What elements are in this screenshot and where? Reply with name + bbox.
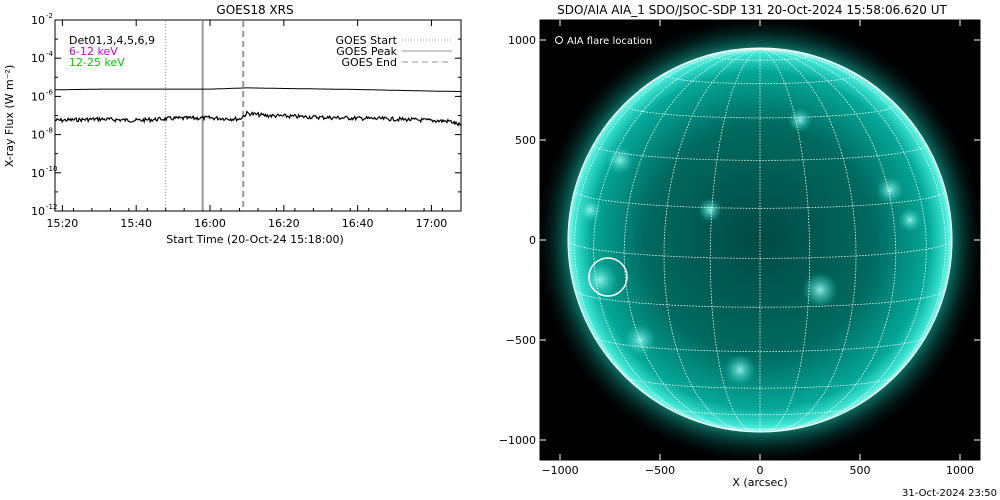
grid-line — [593, 336, 927, 352]
aia-x-tick-label: −1000 — [541, 464, 578, 477]
grid-line — [623, 48, 761, 432]
goes-y-tick-label: 10 — [31, 167, 45, 180]
goes-y-tick-label: 10 — [31, 129, 45, 142]
active-region-glow — [698, 198, 722, 222]
aia-y-tick-label: 500 — [515, 134, 536, 147]
grid-line — [574, 48, 761, 420]
active-region-glow — [578, 198, 602, 222]
goes-chart-title: GOES18 XRS — [216, 3, 293, 17]
goes-detector-label: Det01,3,4,5,6,9 — [69, 34, 155, 47]
active-region-glow — [788, 108, 812, 132]
goes-event-legend: GOES Start GOES Peak GOES End — [336, 34, 452, 69]
legend-goes-start: GOES Start — [336, 34, 398, 47]
active-region-glow — [606, 146, 634, 174]
goes-x-axis-label: Start Time (20-Oct-24 15:18:00) — [166, 233, 344, 246]
goes-series-long — [54, 87, 461, 92]
aia-y-tick-label: −500 — [506, 334, 536, 347]
grid-line — [759, 48, 811, 432]
aia-y-tick-label: −1000 — [499, 434, 536, 447]
goes-x-tick-label: 16:40 — [342, 217, 374, 230]
active-region-glow — [582, 262, 618, 298]
grid-line — [593, 144, 927, 161]
grid-line — [593, 48, 761, 430]
aia-x-tick-label: −500 — [645, 464, 675, 477]
grid-line — [759, 48, 927, 430]
aia-x-ticks: −1000 −500 0 500 1000 — [541, 20, 974, 477]
active-region-glow — [876, 176, 904, 204]
goes-y-tick-label: 10 — [31, 14, 45, 27]
goes-y-tick-label: 10 — [31, 52, 45, 65]
footer-timestamp: 31-Oct-2024 23:50 — [902, 488, 997, 499]
grid-line — [759, 48, 857, 432]
goes-event-lines — [165, 21, 245, 210]
aia-image-title: SDO/AIA AIA_1 SDO/JSOC-SDP 131 20-Oct-20… — [557, 3, 947, 17]
grid-line — [665, 406, 855, 416]
goes-y-tick-exponent: -6 — [46, 88, 54, 96]
legend-goes-end: GOES End — [341, 56, 397, 69]
aia-x-tick-label: 500 — [850, 464, 871, 477]
active-region-glow — [624, 324, 656, 356]
aia-image-panel: SDO/AIA AIA_1 SDO/JSOC-SDP 131 20-Oct-20… — [499, 3, 981, 489]
heliographic-grid — [568, 48, 952, 432]
solar-limb — [567, 47, 953, 433]
goes-y-tick-exponent: -10 — [46, 165, 57, 173]
goes-series — [54, 87, 462, 127]
goes-x-tick-label: 15:40 — [120, 217, 152, 230]
goes-x-tick-label: 15:20 — [47, 217, 79, 230]
grid-line — [709, 48, 761, 432]
flare-legend-symbol — [555, 36, 563, 44]
active-region-glow — [802, 272, 838, 308]
goes-x-ticks: 15:20 15:40 16:00 16:20 16:40 17:00 — [47, 20, 462, 230]
aia-x-tick-label: 0 — [757, 464, 764, 477]
goes-legend-channel-low: 6-12 keV — [69, 45, 118, 58]
aia-y-tick-label: 1000 — [508, 34, 536, 47]
grid-line — [759, 48, 946, 420]
goes-legend-channel-high: 12-25 keV — [69, 56, 125, 69]
grid-line — [574, 289, 946, 308]
goes-x-tick-label: 16:20 — [268, 217, 300, 230]
aia-y-tick-label: 0 — [529, 234, 536, 247]
goes-x-tick-label: 17:00 — [416, 217, 448, 230]
goes-y-tick-exponent: -12 — [46, 203, 57, 211]
goes-y-tick-label: 10 — [31, 90, 45, 103]
goes-x-tick-label: 16:00 — [194, 217, 226, 230]
aia-x-axis-label: X (arcsec) — [732, 476, 787, 489]
grid-line — [713, 426, 807, 430]
aia-x-tick-label: 1000 — [946, 464, 974, 477]
active-region-glow — [724, 354, 756, 386]
aia-y-ticks: −1000 −500 0 500 1000 — [499, 34, 980, 447]
active-region-glow — [898, 208, 922, 232]
grid-line — [624, 376, 896, 389]
goes-y-tick-label: 10 — [31, 205, 45, 218]
grid-line — [759, 48, 897, 432]
active-regions — [578, 108, 922, 386]
flare-location-marker — [588, 257, 628, 297]
goes-y-tick-exponent: -4 — [46, 50, 54, 58]
legend-goes-peak: GOES Peak — [336, 45, 397, 58]
goes-y-axis-label: X-ray Flux (W m⁻²) — [3, 65, 16, 167]
grid-line — [663, 48, 761, 432]
goes-y-tick-exponent: -2 — [46, 12, 53, 20]
goes-series-short — [54, 110, 462, 127]
flare-legend-label: AIA flare location — [567, 36, 652, 47]
goes-y-tick-exponent: -8 — [46, 127, 53, 135]
